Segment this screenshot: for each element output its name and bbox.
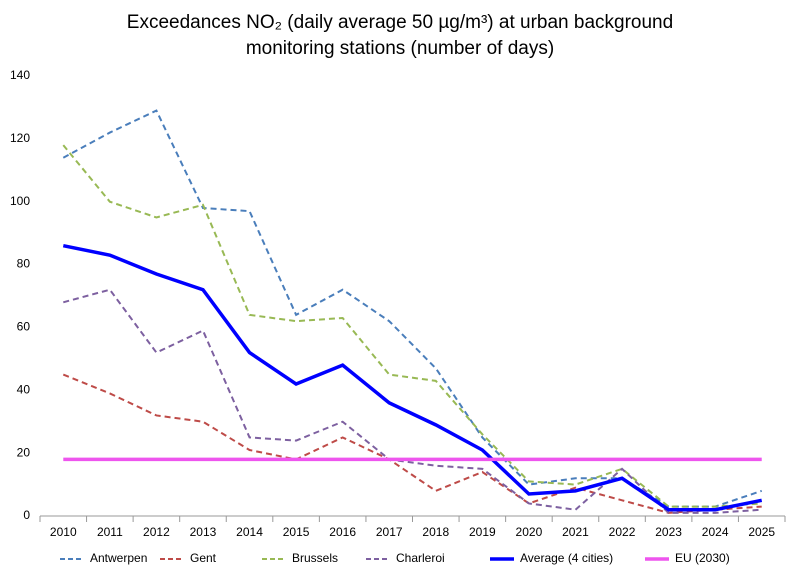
y-tick-label: 140 xyxy=(10,68,30,82)
y-tick-label: 20 xyxy=(17,445,31,459)
series-line xyxy=(62,144,762,508)
series-line xyxy=(62,373,762,514)
chart-title: Exceedances NO₂ (daily average 50 µg/m³)… xyxy=(126,12,674,59)
x-tick-label: 2018 xyxy=(422,525,449,539)
x-tick-label: 2019 xyxy=(469,525,496,539)
x-tick-label: 2025 xyxy=(748,525,775,539)
y-tick-label: 60 xyxy=(17,320,31,334)
x-tick-label: 2020 xyxy=(516,525,543,539)
x-tick-label: 2023 xyxy=(655,525,682,539)
x-tick-label: 2012 xyxy=(143,525,170,539)
legend-label: Average (4 cities) xyxy=(520,551,613,565)
x-tick-label: 2011 xyxy=(97,525,123,539)
legend-label: Gent xyxy=(190,551,217,565)
x-tick-label: 2010 xyxy=(50,525,77,539)
series-line xyxy=(63,288,762,514)
series-line xyxy=(62,243,763,512)
x-tick-label: 2021 xyxy=(562,525,589,539)
y-tick-label: 0 xyxy=(23,508,30,522)
x-tick-label: 2022 xyxy=(609,525,636,539)
x-tick-label: 2017 xyxy=(376,525,403,539)
legend-label: EU (2030) xyxy=(675,551,730,565)
y-tick-label: 100 xyxy=(10,194,30,208)
x-tick-label: 2015 xyxy=(283,525,310,539)
legend-label: Charleroi xyxy=(396,551,445,565)
y-tick-label: 40 xyxy=(17,382,31,396)
legend-label: Antwerpen xyxy=(90,551,147,565)
series-line xyxy=(62,109,763,508)
y-tick-label: 80 xyxy=(17,257,31,271)
x-tick-label: 2013 xyxy=(190,525,217,539)
x-tick-label: 2016 xyxy=(329,525,356,539)
x-tick-label: 2014 xyxy=(236,525,263,539)
legend-label: Brussels xyxy=(292,551,338,565)
x-tick-label: 2024 xyxy=(702,525,729,539)
y-tick-label: 120 xyxy=(10,131,30,145)
